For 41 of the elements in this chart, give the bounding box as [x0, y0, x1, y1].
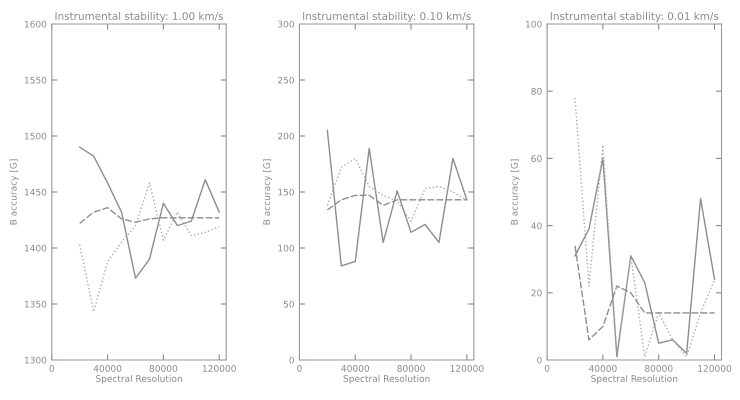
- chart-title: Instrumental stability: 0.01 km/s: [550, 12, 718, 22]
- y-tick-label: 100: [278, 244, 294, 252]
- y-tick-label: 80: [531, 88, 542, 95]
- x-tick-label: 120000: [450, 365, 484, 372]
- y-tick-label: 100: [526, 20, 542, 28]
- x-axis-title: Spectral Resolution: [344, 374, 430, 384]
- y-tick-label: 40: [531, 222, 542, 230]
- x-tick-label: 0: [297, 365, 302, 372]
- y-tick-label: 150: [278, 188, 294, 196]
- y-tick-label: 1350: [24, 300, 46, 308]
- y-tick-label: 60: [531, 155, 542, 162]
- y-tick-label: 1550: [24, 76, 46, 84]
- y-tick-label: 200: [278, 132, 294, 140]
- y-tick-label: 1500: [24, 132, 46, 140]
- y-tick-label: 0: [289, 356, 294, 364]
- x-tick-label: 40000: [588, 365, 617, 372]
- x-axis-title: Spectral Resolution: [591, 374, 678, 384]
- y-tick-label: 250: [278, 76, 294, 84]
- x-tick-label: 0: [50, 365, 54, 372]
- y-tick-label: 1300: [24, 356, 46, 364]
- x-tick-label: 40000: [94, 365, 122, 372]
- y-tick-label: 20: [531, 290, 542, 296]
- y-tick-label: 300: [278, 20, 294, 28]
- y-tick-label: 1450: [24, 188, 46, 196]
- x-tick-label: 120000: [698, 365, 732, 372]
- chart-title: Instrumental stability: 0.10 km/s: [303, 12, 471, 22]
- y-tick-label: 1600: [24, 20, 46, 28]
- x-tick-label: 80000: [150, 365, 178, 372]
- x-tick-label: 40000: [341, 365, 370, 372]
- y-axis-title: B accuracy [G]: [10, 159, 18, 224]
- x-tick-label: 0: [544, 365, 550, 372]
- y-axis-title: B accuracy [G]: [510, 159, 520, 224]
- x-tick-label: 120000: [202, 365, 236, 372]
- y-tick-label: 1400: [24, 244, 46, 252]
- chart-title: Instrumental stability: 1.00 km/s: [56, 12, 224, 22]
- y-tick-label: 0: [537, 356, 542, 364]
- x-tick-label: 80000: [644, 365, 672, 372]
- y-axis-title: B accuracy [G]: [263, 159, 272, 224]
- y-tick-label: 50: [284, 300, 294, 308]
- x-axis-title: Spectral Resolution: [96, 374, 182, 384]
- x-tick-label: 80000: [397, 365, 425, 372]
